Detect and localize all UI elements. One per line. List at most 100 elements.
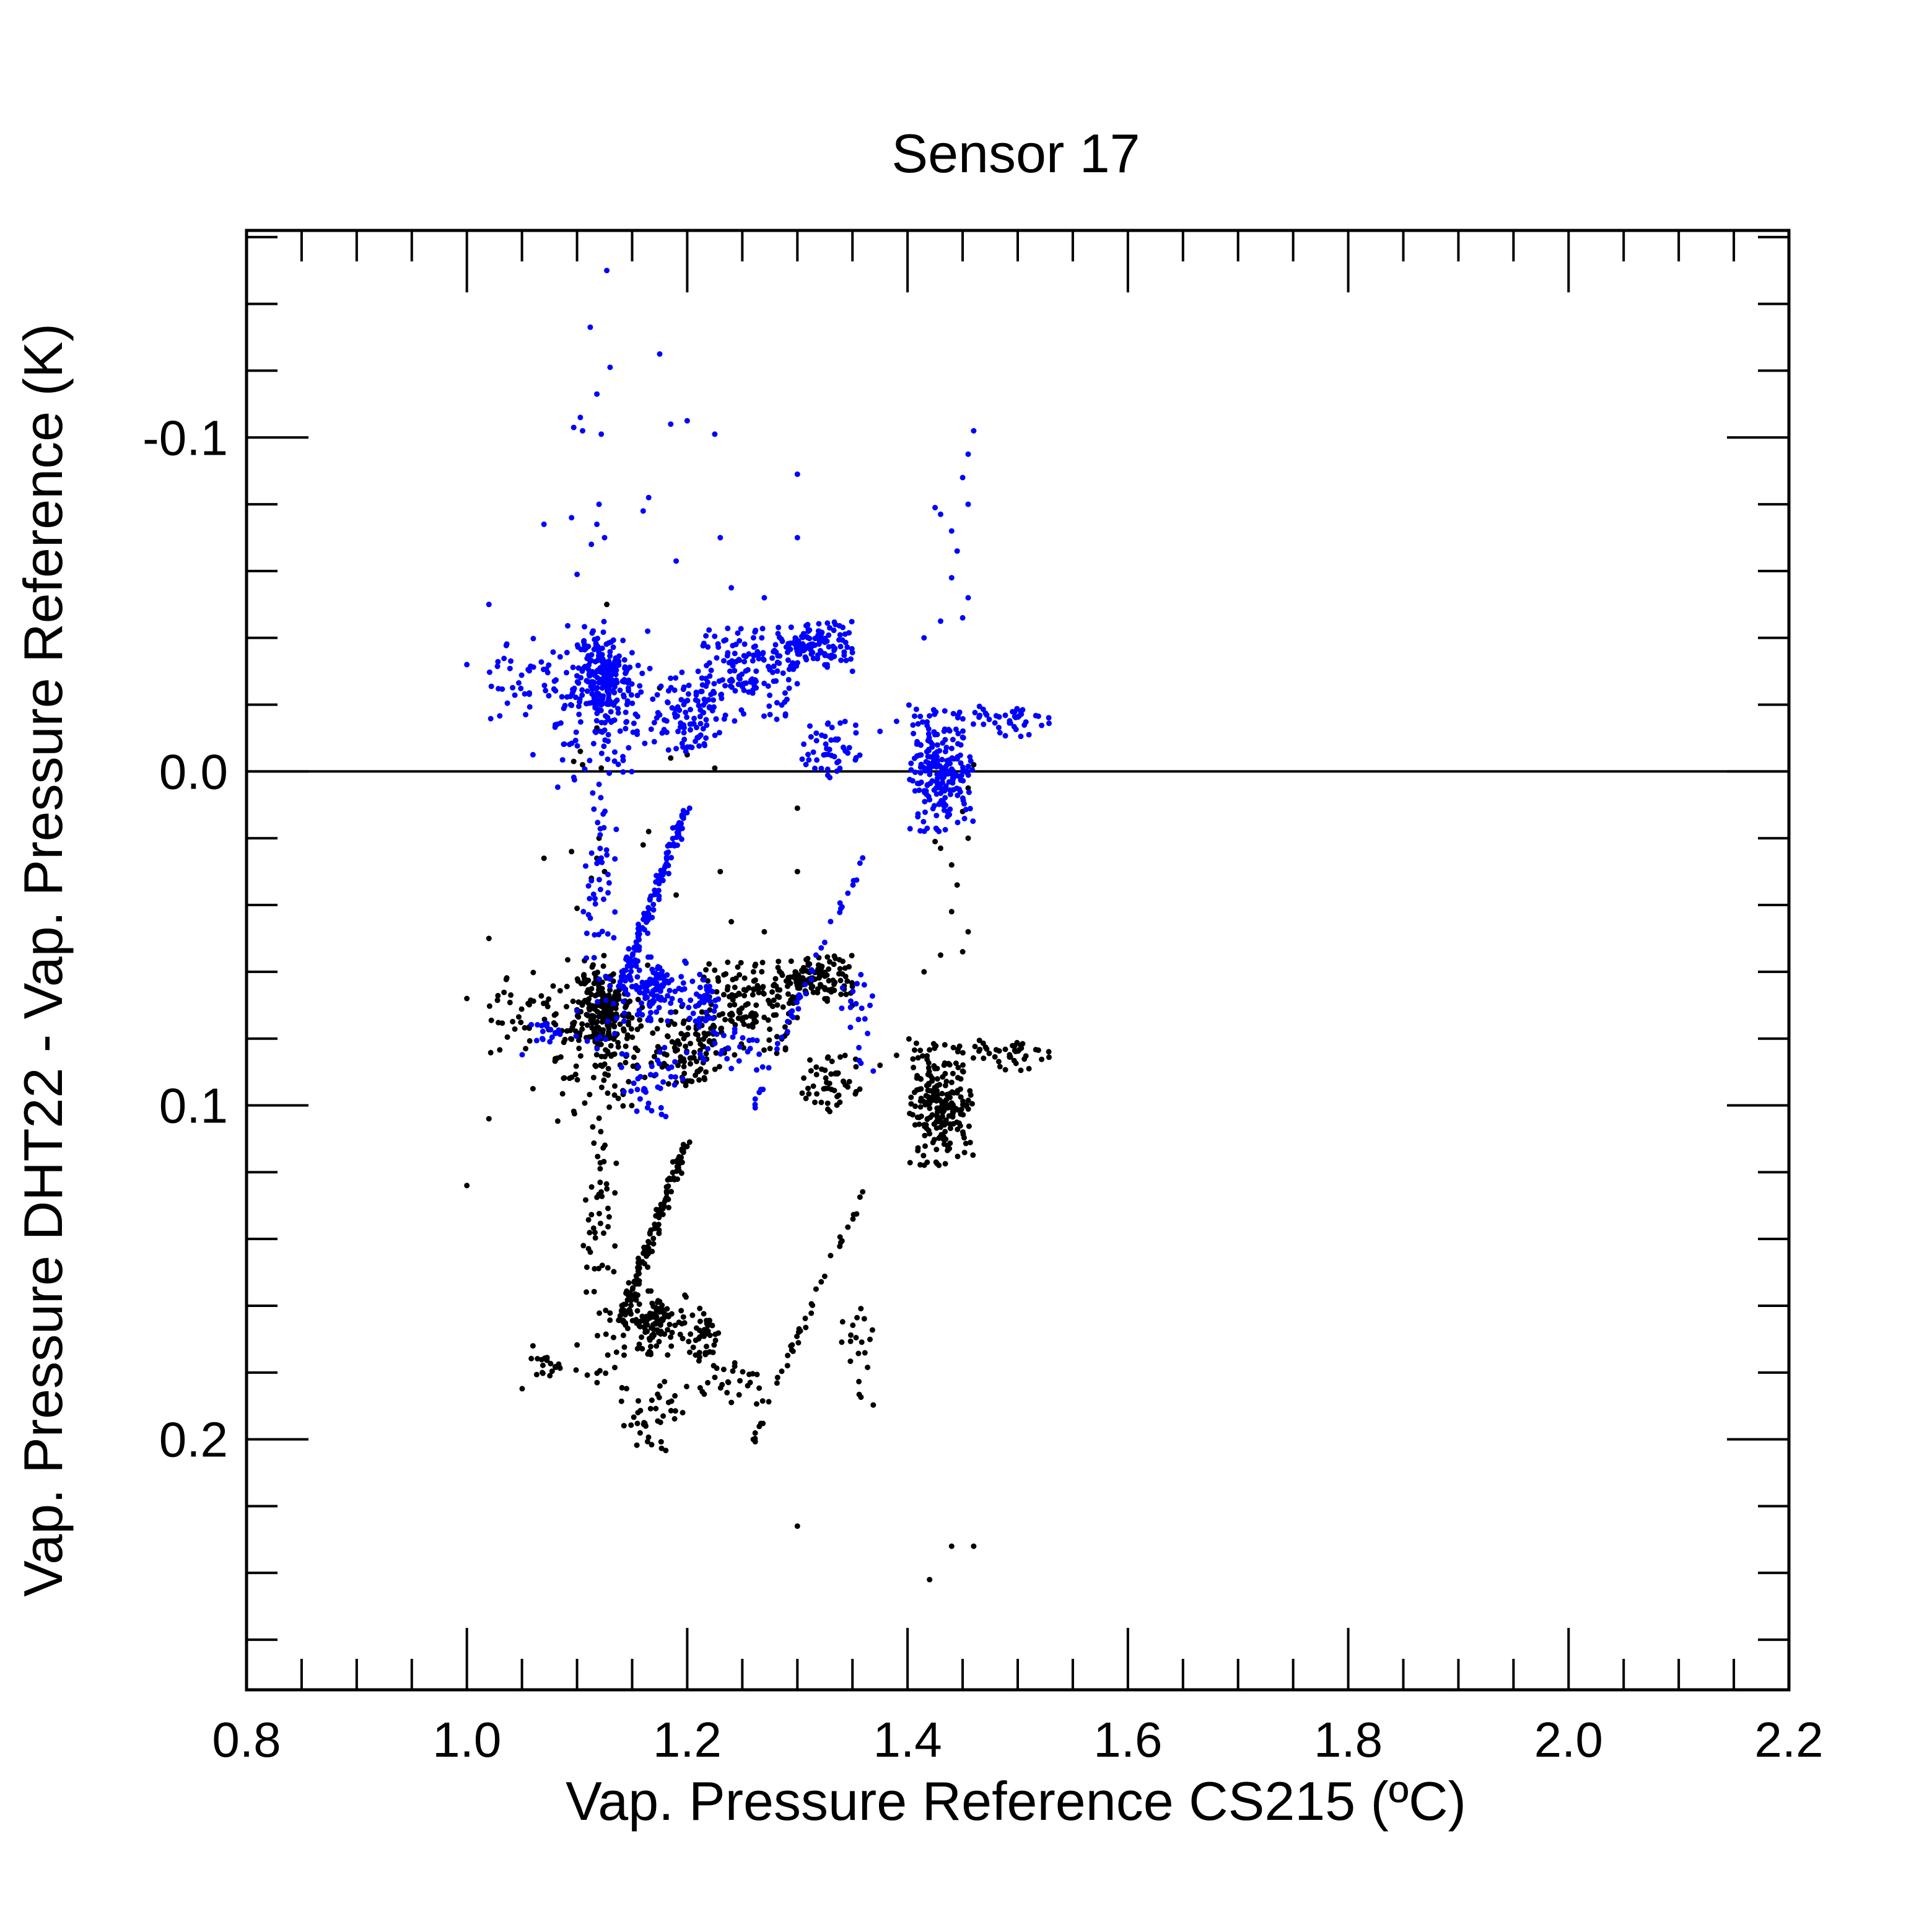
data-point-blue (785, 657, 791, 663)
data-point-blue (533, 1038, 540, 1044)
data-point-black (702, 1352, 709, 1358)
data-point-blue (703, 717, 709, 723)
data-point-blue (650, 992, 657, 999)
data-point-blue (725, 1046, 732, 1052)
data-point-blue (822, 639, 828, 645)
data-point-black (592, 1235, 598, 1241)
data-point-blue (855, 1016, 862, 1023)
data-point-black (629, 1015, 635, 1021)
data-point-blue (601, 896, 606, 903)
data-point-black (948, 1543, 955, 1549)
data-point-blue (662, 997, 668, 1003)
data-point-black (713, 1050, 719, 1056)
data-point-black (600, 963, 606, 969)
data-point-black (706, 961, 712, 967)
data-point-black (611, 1269, 617, 1275)
data-point-blue (650, 997, 657, 1003)
data-point-black (736, 990, 742, 997)
data-point-blue (626, 688, 632, 694)
data-point-black (551, 1020, 557, 1026)
data-point-blue (561, 706, 567, 712)
data-point-blue (717, 730, 722, 736)
data-point-black (847, 1358, 854, 1365)
data-point-blue (693, 689, 699, 696)
data-point-black (680, 1314, 686, 1320)
data-point-black (612, 1243, 618, 1249)
data-point-blue (847, 1025, 854, 1030)
data-point-blue (543, 688, 549, 694)
data-point-black (689, 1078, 695, 1085)
data-point-black (626, 1293, 632, 1299)
data-point-blue (665, 1018, 671, 1024)
data-point-black (917, 1075, 924, 1082)
data-point-black (704, 1327, 710, 1333)
data-point-blue (793, 645, 800, 651)
data-point-blue (606, 701, 612, 707)
data-point-black (645, 1239, 652, 1244)
data-point-blue (923, 759, 929, 765)
data-point-blue (837, 720, 843, 726)
data-point-black (629, 1103, 635, 1109)
data-point-blue (668, 1000, 674, 1006)
data-point-black (652, 1305, 658, 1311)
data-point-blue (794, 681, 800, 687)
data-point-blue (766, 663, 771, 670)
data-point-black (670, 1175, 676, 1181)
data-point-blue (634, 1108, 640, 1114)
data-point-black (728, 1399, 735, 1405)
data-point-black (828, 1252, 834, 1259)
data-point-blue (672, 1059, 678, 1065)
data-point-blue (615, 710, 621, 716)
data-point-black (730, 976, 736, 982)
data-point-blue (611, 689, 617, 695)
data-point-blue (934, 742, 940, 748)
data-point-blue (767, 693, 773, 698)
data-point-blue (732, 1026, 738, 1032)
x-tick-label: 0.8 (212, 1712, 281, 1767)
data-point-blue (657, 975, 663, 981)
data-point-blue (603, 641, 610, 647)
data-point-black (634, 1345, 640, 1352)
data-point-black (701, 1036, 707, 1042)
data-point-black (522, 1025, 528, 1031)
data-point-blue (933, 709, 939, 715)
y-tick-label: 0.0 (159, 744, 228, 799)
data-point-blue (667, 841, 673, 847)
data-point-blue (852, 722, 859, 728)
data-point-blue (530, 751, 536, 758)
data-point-black (862, 1350, 868, 1356)
data-point-blue (591, 955, 597, 961)
data-point-blue (595, 691, 601, 697)
data-point-black (665, 1033, 671, 1039)
data-point-black (958, 1094, 964, 1100)
data-point-blue (750, 635, 756, 641)
data-point-black (699, 1009, 705, 1015)
data-point-blue (670, 841, 676, 847)
data-point-black (596, 1210, 602, 1217)
data-point-blue (760, 656, 766, 662)
data-point-black (603, 1370, 609, 1376)
data-point-black (665, 1352, 671, 1358)
data-point-black (574, 905, 580, 911)
data-point-blue (861, 982, 867, 988)
data-point-blue (684, 417, 690, 424)
data-point-black (626, 1011, 632, 1017)
data-point-blue (582, 766, 588, 772)
data-point-black (721, 992, 727, 998)
data-point-black (922, 1143, 928, 1149)
data-point-black (606, 1029, 612, 1035)
data-point-black (712, 1331, 719, 1337)
data-point-blue (833, 736, 839, 742)
data-point-black (594, 1194, 600, 1200)
data-point-blue (662, 717, 667, 723)
data-point-blue (584, 1038, 590, 1044)
x-tick-label: 1.2 (653, 1712, 722, 1767)
data-point-blue (856, 1044, 862, 1051)
data-point-blue (600, 693, 606, 699)
data-point-black (647, 1348, 652, 1355)
data-point-black (603, 1308, 609, 1313)
data-point-black (684, 1078, 691, 1084)
data-point-black (712, 1375, 718, 1381)
data-point-black (668, 755, 674, 761)
data-point-black (776, 958, 782, 964)
